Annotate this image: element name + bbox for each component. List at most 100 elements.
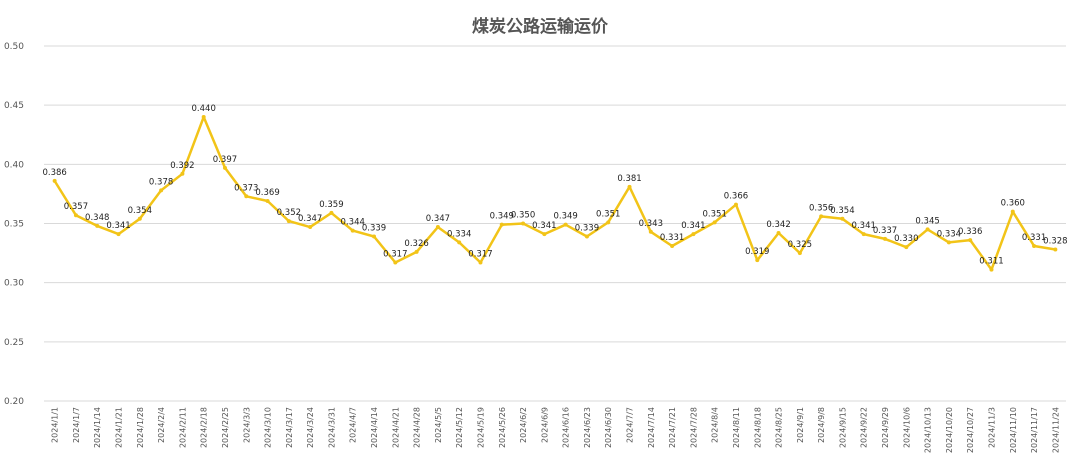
data-label: 0.341	[532, 221, 556, 231]
data-point	[308, 225, 313, 230]
x-tick-label: 2024/10/13	[924, 407, 933, 453]
series-line	[53, 115, 1056, 271]
x-tick-label: 2024/3/3	[242, 407, 251, 443]
data-label: 0.351	[703, 209, 727, 219]
data-point	[265, 199, 270, 204]
data-label: 0.328	[1043, 237, 1067, 247]
data-label: 0.341	[106, 221, 130, 231]
data-point	[1053, 247, 1058, 252]
data-point	[393, 260, 398, 265]
data-label: 0.392	[170, 161, 194, 171]
data-point	[286, 219, 291, 224]
data-label: 0.360	[1001, 199, 1025, 209]
x-tick-label: 2024/3/24	[306, 407, 315, 448]
y-tick-label: 0.35	[4, 220, 24, 230]
data-point	[180, 171, 185, 176]
x-tick-label: 2024/2/25	[221, 407, 230, 448]
x-tick-label: 2024/11/24	[1051, 407, 1060, 453]
x-tick-label: 2024/4/21	[391, 407, 400, 448]
chart-title: 煤炭公路运输运价	[472, 17, 608, 37]
data-point	[159, 188, 164, 193]
data-point	[222, 165, 227, 170]
x-tick-label: 2024/11/3	[987, 407, 996, 448]
x-tick-label: 2024/1/14	[93, 407, 102, 448]
data-point	[606, 220, 611, 225]
data-label: 0.334	[937, 229, 961, 239]
data-label: 0.440	[192, 104, 216, 114]
x-tick-label: 2024/9/8	[817, 407, 826, 443]
x-tick-label: 2024/7/21	[668, 407, 677, 448]
x-tick-label: 2024/9/1	[796, 407, 805, 443]
data-label: 0.347	[426, 214, 450, 224]
data-point	[670, 243, 675, 248]
x-tick-label: 2024/1/21	[115, 407, 124, 448]
data-label: 0.378	[149, 177, 173, 187]
x-axis-ticks: 2024/1/1 2024/1/7 2024/1/14 2024/1/21 2024/1…	[51, 407, 1061, 453]
data-label: 0.351	[596, 209, 620, 219]
data-label: 0.331	[1022, 233, 1046, 243]
x-tick-label: 2024/5/19	[476, 407, 485, 448]
data-point	[648, 229, 653, 234]
data-label: 0.319	[745, 247, 769, 257]
data-label: 0.357	[64, 202, 88, 212]
data-label: 0.356	[809, 203, 833, 213]
data-point	[457, 240, 462, 245]
data-point	[946, 240, 951, 245]
data-point	[797, 251, 802, 256]
series-line-layer	[53, 115, 1056, 271]
data-point	[73, 213, 78, 218]
x-tick-label: 2024/8/11	[732, 407, 741, 448]
x-tick-label: 2024/10/6	[902, 407, 911, 448]
data-label: 0.334	[447, 229, 471, 239]
x-tick-label: 2024/7/14	[647, 407, 656, 448]
data-label: 0.317	[383, 250, 407, 260]
data-label: 0.349	[553, 212, 577, 222]
data-point	[95, 223, 100, 228]
data-point	[350, 228, 355, 233]
data-label: 0.341	[681, 221, 705, 231]
x-tick-label: 2024/9/15	[838, 407, 847, 448]
data-point	[201, 115, 206, 119]
data-label: 0.373	[234, 183, 258, 193]
x-tick-label: 2024/5/5	[434, 407, 443, 443]
data-label: 0.369	[255, 188, 279, 198]
y-tick-label: 0.25	[4, 338, 24, 348]
data-point	[116, 232, 121, 237]
data-label: 0.354	[830, 206, 854, 216]
data-label: 0.359	[319, 200, 343, 210]
x-tick-label: 2024/7/28	[689, 407, 698, 448]
x-tick-label: 2024/5/12	[455, 407, 464, 448]
data-point	[137, 216, 142, 221]
x-tick-label: 2024/1/7	[72, 407, 81, 443]
data-point	[733, 202, 738, 207]
data-label: 0.350	[511, 211, 535, 221]
y-tick-label: 0.50	[4, 42, 24, 52]
data-point	[542, 232, 547, 237]
data-label: 0.344	[341, 218, 365, 228]
y-tick-label: 0.40	[4, 160, 24, 170]
x-tick-label: 2024/6/30	[604, 407, 613, 448]
x-tick-label: 2024/11/10	[1009, 407, 1018, 453]
data-point	[521, 221, 526, 226]
data-point	[52, 178, 57, 183]
data-label: 0.386	[42, 168, 66, 178]
data-label: 0.347	[298, 214, 322, 224]
data-label: 0.330	[894, 234, 918, 244]
x-tick-label: 2024/9/29	[881, 407, 890, 448]
x-tick-label: 2024/3/17	[285, 407, 294, 448]
data-point	[563, 222, 568, 227]
x-tick-label: 2024/4/14	[370, 407, 379, 448]
x-tick-label: 2024/1/1	[51, 407, 60, 443]
x-tick-label: 2024/4/7	[349, 407, 358, 443]
data-label: 0.317	[468, 250, 492, 260]
data-point	[414, 249, 419, 254]
data-point	[372, 234, 377, 239]
data-label: 0.325	[788, 240, 812, 250]
y-tick-label: 0.30	[4, 279, 24, 289]
x-tick-label: 2024/3/10	[264, 407, 273, 448]
data-label: 0.336	[958, 227, 982, 237]
data-point	[478, 260, 483, 265]
data-label: 0.342	[766, 220, 790, 230]
y-tick-label: 0.45	[4, 101, 24, 111]
x-tick-label: 2024/7/7	[626, 407, 635, 443]
